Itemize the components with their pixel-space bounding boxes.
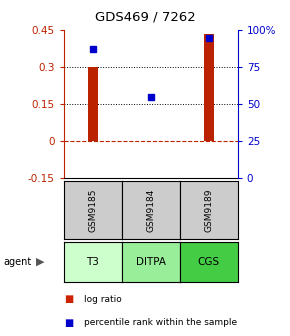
Bar bbox=[204, 34, 214, 141]
Text: ▶: ▶ bbox=[36, 257, 45, 267]
Text: ■: ■ bbox=[64, 294, 73, 304]
Bar bbox=[88, 67, 98, 141]
Text: GSM9185: GSM9185 bbox=[88, 188, 97, 232]
Text: ■: ■ bbox=[64, 318, 73, 328]
Text: agent: agent bbox=[3, 257, 31, 267]
Text: percentile rank within the sample: percentile rank within the sample bbox=[84, 318, 237, 327]
Text: GSM9184: GSM9184 bbox=[146, 188, 155, 232]
Text: CGS: CGS bbox=[198, 257, 220, 267]
Text: log ratio: log ratio bbox=[84, 295, 122, 303]
Text: GSM9189: GSM9189 bbox=[204, 188, 213, 232]
Text: DITPA: DITPA bbox=[136, 257, 166, 267]
Text: GDS469 / 7262: GDS469 / 7262 bbox=[95, 10, 195, 23]
Text: T3: T3 bbox=[86, 257, 99, 267]
